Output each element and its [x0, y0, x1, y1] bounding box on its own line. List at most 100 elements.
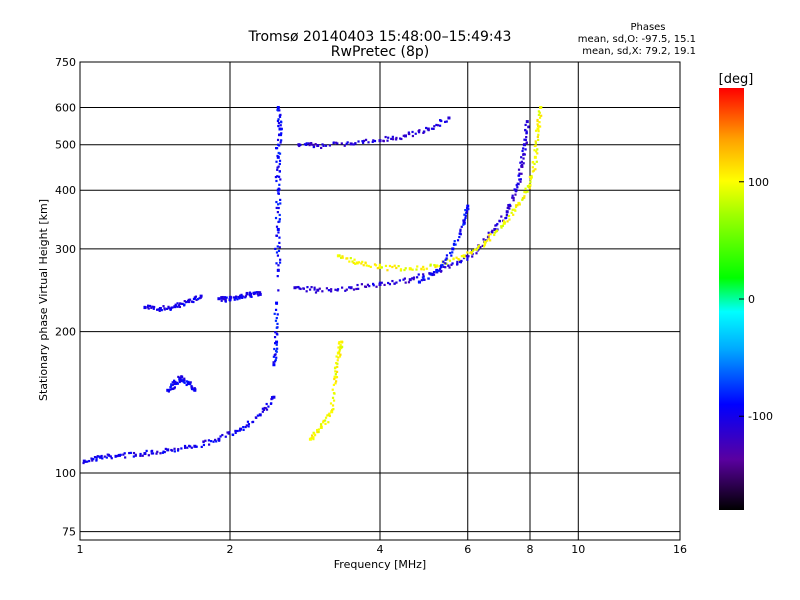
echo-point	[477, 246, 480, 249]
echo-point	[276, 188, 280, 192]
echo-point	[146, 304, 150, 307]
echo-point	[180, 447, 183, 450]
echo-point	[444, 266, 447, 269]
echo-point	[348, 286, 351, 289]
echo-point	[169, 385, 173, 388]
echo-point	[337, 342, 341, 345]
echo-point	[407, 131, 410, 134]
echo-point	[425, 267, 428, 270]
echo-point	[433, 125, 436, 128]
echo-point	[423, 278, 426, 281]
echo-point	[92, 458, 95, 461]
x-axis-label: Frequency [MHz]	[334, 558, 426, 571]
echo-point	[369, 265, 372, 268]
y-axis-label: Stationary phase Virtual Height [km]	[37, 199, 50, 401]
phase-stats-title: Phases	[630, 22, 665, 33]
echo-point	[278, 236, 281, 239]
echo-point	[234, 296, 237, 300]
echo-point	[438, 267, 442, 271]
echo-point	[444, 120, 447, 124]
echo-point	[527, 126, 530, 129]
echo-point	[255, 291, 258, 294]
echo-point	[332, 399, 336, 402]
echo-point	[366, 283, 370, 286]
echo-point	[114, 454, 117, 458]
echo-point	[228, 299, 232, 302]
y-axis-ticks: 75 100 200 300 400 500 600 750	[55, 56, 76, 539]
echo-point	[489, 233, 492, 236]
echo-point	[275, 234, 279, 237]
echo-point	[202, 440, 205, 443]
echo-point	[242, 426, 245, 429]
echo-point	[371, 140, 374, 144]
echo-point	[486, 239, 489, 242]
echo-point	[176, 449, 180, 452]
echo-point	[536, 148, 539, 151]
echo-point	[450, 254, 453, 257]
echo-point	[335, 376, 339, 379]
echo-point	[469, 251, 472, 254]
echo-point	[274, 319, 278, 322]
echo-point	[395, 266, 398, 270]
echo-point	[356, 283, 359, 287]
echo-point	[217, 297, 221, 301]
echo-point	[514, 209, 517, 212]
echo-point	[271, 397, 274, 400]
echo-point	[432, 127, 435, 130]
echo-point	[463, 218, 466, 221]
echo-point	[540, 106, 543, 109]
echo-point	[507, 204, 510, 207]
echo-point	[349, 257, 352, 260]
echo-point	[475, 252, 478, 255]
y-tick-label: 750	[55, 56, 76, 69]
echo-point	[299, 287, 302, 291]
echo-point	[247, 425, 250, 428]
echo-point	[274, 216, 278, 220]
echo-point	[308, 437, 312, 441]
echo-point	[465, 207, 469, 210]
echo-point	[276, 245, 279, 248]
echo-point	[187, 298, 190, 301]
echo-point	[459, 261, 462, 264]
echo-point	[411, 268, 414, 271]
echo-point	[161, 451, 164, 454]
echo-point	[252, 292, 255, 295]
echo-point	[415, 268, 418, 271]
echo-point	[465, 254, 468, 257]
echo-point	[521, 165, 524, 168]
echo-point	[198, 297, 201, 300]
echo-point	[537, 113, 540, 116]
echo-point	[536, 127, 540, 131]
echo-point	[467, 208, 470, 211]
echo-point	[351, 260, 354, 263]
echo-point	[276, 211, 279, 214]
echo-point	[158, 309, 161, 312]
echo-point	[270, 396, 274, 399]
echo-point	[274, 175, 278, 179]
echo-point	[273, 312, 276, 315]
echo-point	[277, 151, 280, 155]
echo-point	[303, 143, 306, 146]
echo-point	[482, 238, 485, 241]
echo-point	[533, 155, 537, 159]
echo-point	[171, 306, 174, 309]
echo-point	[521, 196, 525, 200]
echo-point	[536, 135, 539, 139]
echo-point	[442, 260, 445, 263]
echo-point	[277, 249, 281, 253]
echo-point	[116, 454, 119, 458]
echo-point	[258, 292, 262, 296]
echo-point	[310, 436, 313, 440]
echo-point	[436, 124, 440, 127]
echo-point	[277, 206, 280, 210]
echo-point	[518, 178, 521, 181]
echo-point	[534, 129, 538, 132]
echo-point	[308, 288, 312, 291]
echo-point	[439, 266, 443, 269]
echo-point	[420, 279, 423, 282]
echo-point	[465, 211, 468, 215]
echo-point	[514, 205, 518, 209]
echo-point	[199, 296, 202, 299]
echo-point	[146, 306, 149, 309]
echo-point	[337, 356, 340, 359]
